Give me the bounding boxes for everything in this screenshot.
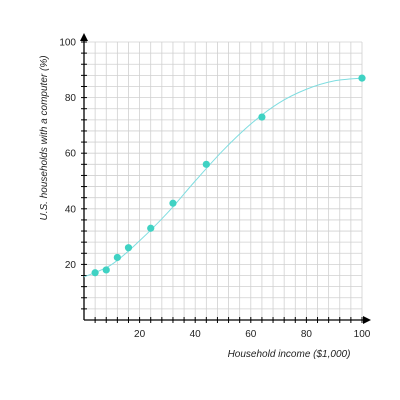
data-point	[358, 74, 366, 82]
y-tick-label: 20	[65, 260, 77, 271]
data-point	[258, 113, 266, 121]
data-points	[91, 74, 366, 277]
x-tick-labels: 20 40 60 80 100	[134, 329, 371, 340]
x-tick-label: 20	[134, 329, 146, 340]
axes	[80, 33, 371, 324]
y-tick-label: 100	[59, 38, 76, 49]
data-point	[91, 269, 99, 277]
x-tick-label: 100	[354, 329, 371, 340]
y-tick-label: 80	[65, 93, 77, 104]
data-point	[202, 160, 210, 168]
x-axis-title: Household income ($1,000)	[228, 349, 351, 360]
grid	[84, 41, 363, 320]
y-axis-arrow	[80, 33, 88, 41]
data-point	[124, 244, 133, 252]
y-tick-labels: 20 40 60 80 100	[59, 38, 76, 271]
y-tick-label: 60	[65, 149, 77, 160]
y-axis-title: U.S. households with a computer (%)	[39, 55, 50, 220]
data-point	[147, 224, 155, 232]
y-tick-label: 40	[65, 204, 77, 215]
x-tick-label: 80	[301, 329, 313, 340]
x-axis-arrow	[363, 316, 371, 324]
data-point	[102, 266, 110, 274]
data-point	[113, 253, 121, 262]
x-tick-label: 60	[245, 329, 257, 340]
data-point	[169, 199, 177, 207]
x-tick-label: 40	[190, 329, 202, 340]
